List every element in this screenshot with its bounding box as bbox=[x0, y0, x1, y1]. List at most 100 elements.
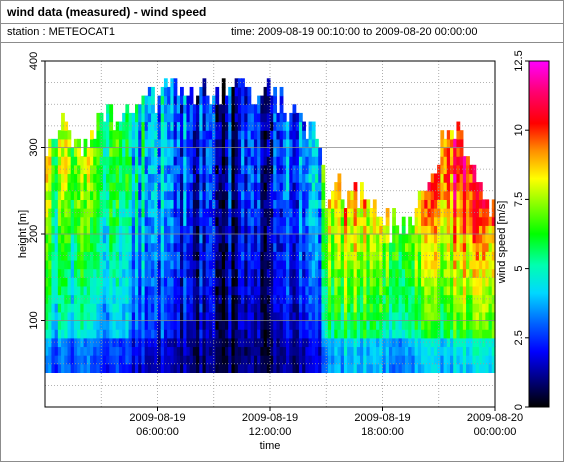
heatmap-cell bbox=[221, 242, 226, 252]
heatmap-cell bbox=[196, 104, 200, 114]
heatmap-cell bbox=[414, 277, 419, 287]
heatmap-cell bbox=[147, 208, 152, 218]
heatmap-cell bbox=[337, 320, 342, 330]
heatmap-cell bbox=[189, 285, 194, 296]
heatmap-cell bbox=[221, 285, 226, 296]
heatmap-cell bbox=[430, 199, 435, 209]
heatmap-cell bbox=[122, 121, 126, 131]
heatmap-cell bbox=[266, 164, 271, 175]
heatmap-cell bbox=[466, 234, 470, 244]
heatmap-cell bbox=[157, 95, 162, 105]
heatmap-cell bbox=[266, 363, 271, 373]
heatmap-cell bbox=[99, 285, 104, 296]
heatmap-cell bbox=[244, 320, 249, 330]
heatmap-cell bbox=[112, 259, 117, 270]
heatmap-cell bbox=[331, 225, 335, 235]
heatmap-cell bbox=[462, 337, 467, 348]
heatmap-cell bbox=[408, 251, 413, 261]
heatmap-cell bbox=[144, 277, 149, 287]
heatmap-cell bbox=[472, 303, 477, 313]
heatmap-cell bbox=[372, 294, 377, 304]
heatmap-cell bbox=[122, 199, 126, 209]
heatmap-cell bbox=[437, 346, 441, 356]
heatmap-cell bbox=[102, 303, 107, 313]
heatmap-cell bbox=[398, 329, 403, 339]
heatmap-cell bbox=[199, 355, 204, 365]
heatmap-cell bbox=[260, 355, 265, 365]
heatmap-cell bbox=[157, 355, 162, 365]
heatmap-cell bbox=[376, 225, 380, 235]
heatmap-cell bbox=[80, 164, 85, 175]
heatmap-cell bbox=[157, 259, 162, 270]
heatmap-cell bbox=[366, 277, 371, 287]
heatmap-cell bbox=[292, 199, 297, 209]
heatmap-cell bbox=[221, 216, 226, 226]
heatmap-cell bbox=[77, 190, 81, 200]
heatmap-cell bbox=[308, 138, 313, 149]
heatmap-cell bbox=[331, 268, 335, 278]
heatmap-cell bbox=[424, 190, 429, 200]
heatmap-cell bbox=[163, 95, 168, 105]
heatmap-cell bbox=[144, 130, 149, 140]
heatmap-cell bbox=[273, 199, 278, 209]
heatmap-cell bbox=[64, 311, 69, 322]
heatmap-cell bbox=[144, 225, 149, 235]
heatmap-cell bbox=[462, 285, 467, 296]
heatmap-cell bbox=[318, 259, 323, 270]
heatmap-cell bbox=[154, 199, 159, 209]
heatmap-cell bbox=[424, 242, 429, 252]
heatmap-cell bbox=[67, 346, 72, 356]
heatmap-cell bbox=[350, 329, 355, 339]
heatmap-cell bbox=[186, 208, 191, 218]
heatmap-cell bbox=[257, 199, 261, 209]
heatmap-cell bbox=[392, 242, 396, 252]
heatmap-cell bbox=[459, 199, 464, 209]
heatmap-cell bbox=[147, 337, 152, 348]
heatmap-cell bbox=[308, 355, 313, 365]
heatmap-cell bbox=[147, 346, 152, 356]
heatmap-cell bbox=[398, 363, 403, 373]
heatmap-cell bbox=[244, 104, 249, 114]
heatmap-cell bbox=[109, 285, 114, 296]
heatmap-cell bbox=[186, 363, 191, 373]
heatmap-cell bbox=[192, 259, 197, 270]
heatmap-cell bbox=[270, 259, 274, 270]
heatmap-cell bbox=[478, 190, 483, 200]
heatmap-cell bbox=[135, 285, 139, 296]
heatmap-cell bbox=[67, 268, 72, 278]
heatmap-cell bbox=[350, 294, 355, 304]
heatmap-cell bbox=[106, 251, 110, 261]
heatmap-cell bbox=[417, 216, 422, 226]
heatmap-cell bbox=[64, 303, 69, 313]
heatmap-cell bbox=[189, 259, 194, 270]
heatmap-cell bbox=[334, 242, 339, 252]
heatmap-cell bbox=[221, 164, 226, 175]
heatmap-cell bbox=[115, 277, 120, 287]
heatmap-cell bbox=[234, 251, 239, 261]
heatmap-cell bbox=[186, 346, 191, 356]
heatmap-cell bbox=[459, 346, 464, 356]
heatmap-cell bbox=[189, 199, 194, 209]
heatmap-cell bbox=[147, 294, 152, 304]
heatmap-cell bbox=[411, 285, 416, 296]
heatmap-cell bbox=[279, 190, 284, 200]
heatmap-cell bbox=[225, 329, 229, 339]
heatmap-cell bbox=[286, 329, 290, 339]
heatmap-cell bbox=[315, 190, 319, 200]
heatmap-cell bbox=[308, 130, 313, 140]
heatmap-cell bbox=[135, 216, 139, 226]
heatmap-cell bbox=[305, 138, 310, 149]
heatmap-cell bbox=[315, 182, 319, 192]
heatmap-cell bbox=[334, 216, 339, 226]
heatmap-cell bbox=[266, 294, 271, 304]
heatmap-cell bbox=[225, 285, 229, 296]
heatmap-cell bbox=[128, 329, 133, 339]
heatmap-cell bbox=[253, 346, 258, 356]
heatmap-cell bbox=[353, 199, 358, 209]
heatmap-cell bbox=[234, 182, 239, 192]
heatmap-cell bbox=[167, 121, 171, 131]
heatmap-cell bbox=[427, 225, 432, 235]
heatmap-cell bbox=[83, 311, 88, 322]
heatmap-cell bbox=[250, 285, 255, 296]
